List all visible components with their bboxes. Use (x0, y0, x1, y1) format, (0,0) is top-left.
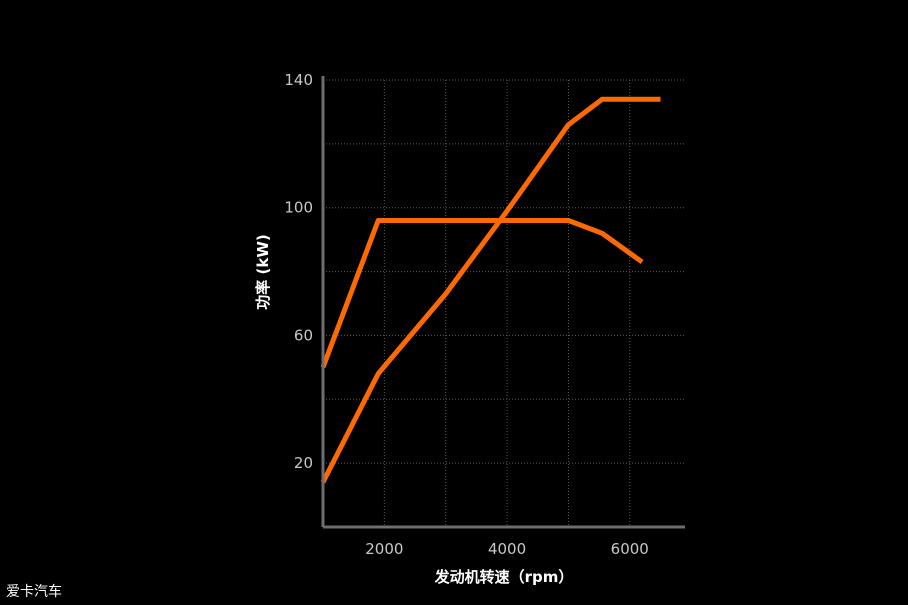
axis-layer (321, 76, 685, 529)
y-tick-label: 140 (284, 71, 313, 89)
tick-layer: 20 60 100 140 2000 4000 6000 (284, 71, 649, 558)
x-axis-title: 发动机转速（rpm） (434, 568, 574, 586)
watermark-logo-text: 爱卡汽车 (6, 584, 62, 600)
x-tick-label: 4000 (488, 540, 526, 558)
series-line-1 (320, 218, 644, 369)
y-tick-label: 100 (284, 199, 313, 217)
series-line-2 (320, 96, 661, 484)
y-tick-label: 20 (294, 454, 313, 472)
x-tick-label: 2000 (365, 540, 403, 558)
series-layer (320, 96, 661, 484)
y-tick-label: 60 (294, 326, 313, 344)
grid-layer (323, 79, 685, 527)
y-axis-title: 功率 (kW) (254, 234, 272, 309)
x-tick-label: 6000 (611, 540, 649, 558)
